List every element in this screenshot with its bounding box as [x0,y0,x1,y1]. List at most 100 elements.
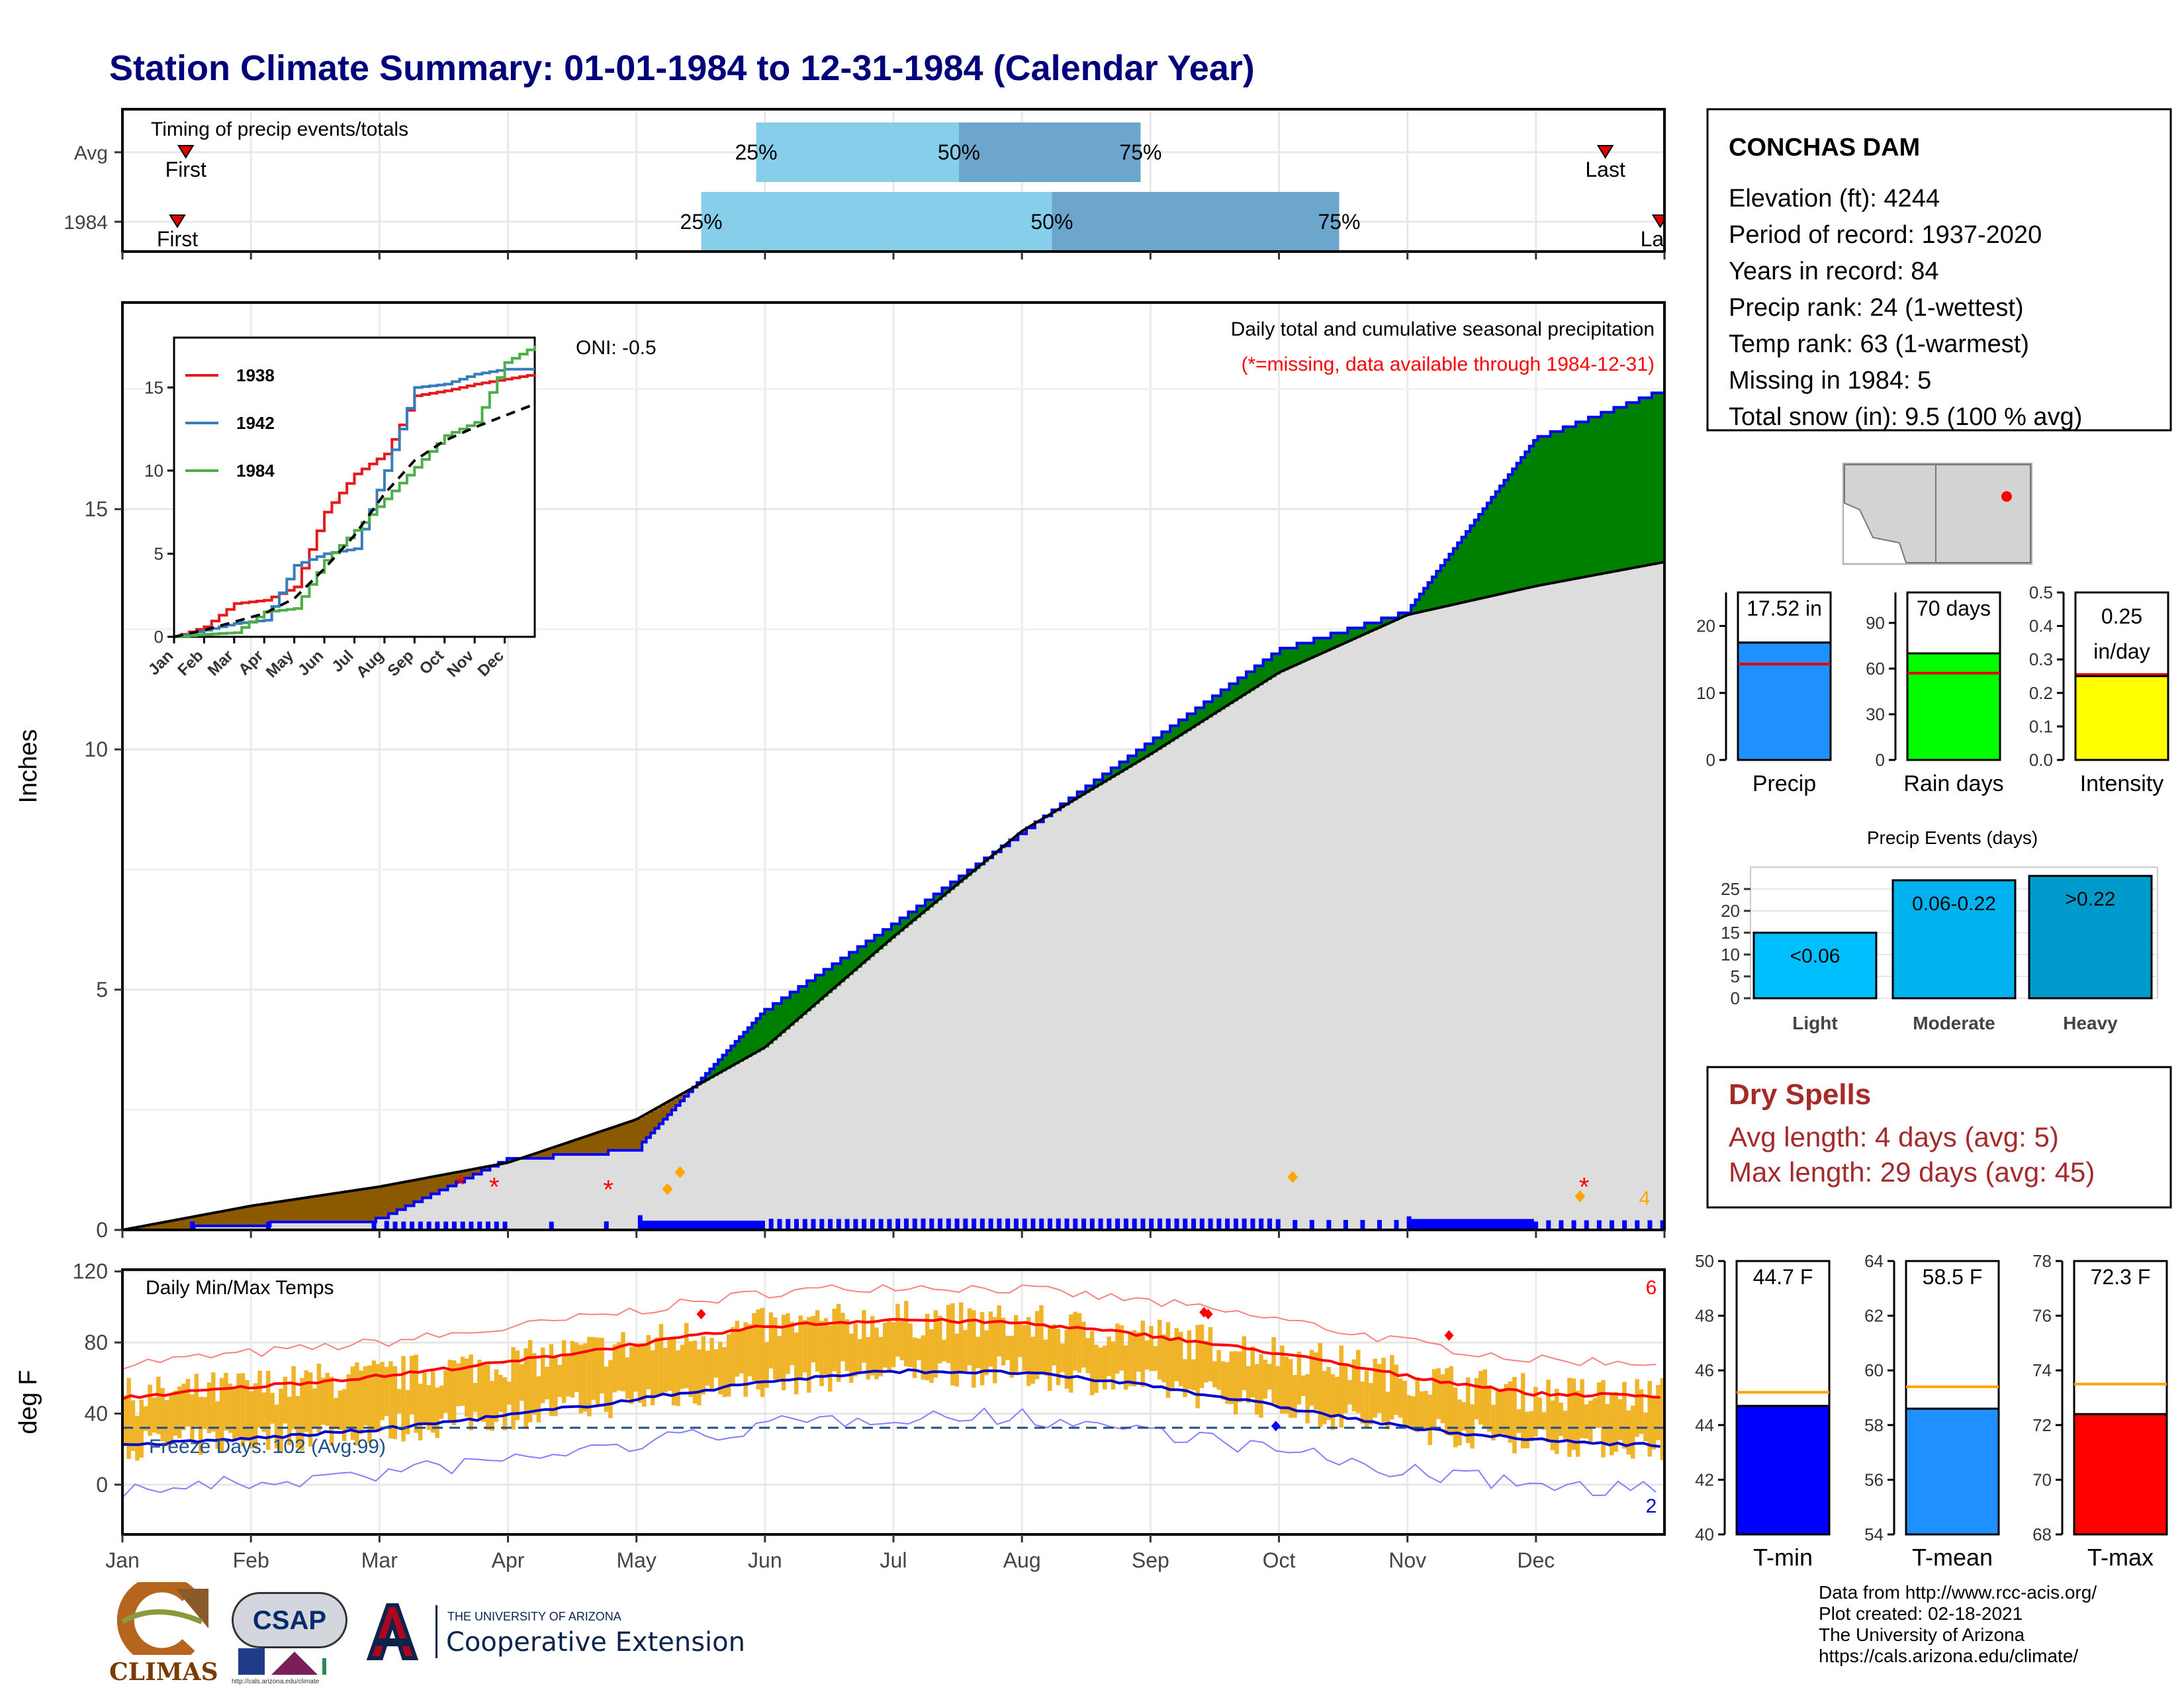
temp-summary-label: T-max [2087,1544,2154,1571]
daily-temp-bar [1043,1339,1048,1376]
daily-temp-bar [1330,1374,1336,1430]
daily-precip-bar [752,1220,757,1230]
summary-tick-label: 0.1 [2029,716,2053,736]
daily-temp-bar [355,1362,359,1446]
wetter-than-avg-fill [1140,749,1146,761]
daily-temp-bar [1081,1321,1086,1368]
daily-precip-bar [1500,1219,1505,1230]
daily-temp-bar [1242,1336,1247,1390]
credit-university: The University of Arizona [1819,1624,2025,1645]
daily-temp-bar [1216,1350,1221,1390]
daily-temp-bar [257,1370,262,1428]
daily-temp-bar [1068,1314,1073,1393]
daily-temp-bar [485,1364,490,1430]
wetter-than-avg-fill [1580,422,1585,578]
daily-precip-bar [1013,1218,1019,1230]
daily-precip-bar [1520,1219,1525,1230]
daily-temp-bar [1364,1370,1369,1428]
wetter-than-avg-fill [1305,643,1310,661]
daily-temp-bar [1635,1379,1639,1437]
drier-than-avg-fill [646,1113,651,1138]
wetter-than-avg-fill [1559,431,1564,582]
wetter-than-avg-fill [1208,702,1213,718]
daily-temp-bar [304,1370,308,1432]
daily-precip-bar [819,1219,825,1230]
daily-temp-bar [1229,1351,1234,1405]
drier-than-avg-fill [621,1124,626,1150]
event-bar-light [1752,931,1878,1000]
daily-temp-bar [1018,1324,1023,1358]
drier-than-avg-fill [680,1095,685,1102]
daily-temp-bar [473,1383,478,1413]
daily-temp-bar [1381,1358,1386,1423]
daily-precip-bar [997,1218,1002,1230]
drier-than-avg-fill [206,1214,212,1226]
drier-than-avg-fill [595,1133,600,1154]
daily-precip-bar [1250,1218,1255,1230]
daily-temp-bar [802,1320,807,1373]
timing-q25-label: 25% [735,140,778,164]
temp-summary-label: T-min [1753,1544,1813,1571]
daily-precip-bar [1048,1218,1052,1230]
daily-precip-bar [735,1220,740,1230]
ua-divider [435,1605,437,1658]
daily-temp-bar [659,1324,664,1394]
wetter-than-avg-fill [1128,755,1133,768]
daily-temp-bar [321,1378,326,1425]
daily-precip-bar [1089,1218,1095,1230]
wetter-than-avg-fill [1170,726,1175,742]
daily-temp-bar [477,1360,482,1421]
wetter-than-avg-fill [1144,743,1150,758]
daily-precip-bar [1267,1218,1272,1230]
wetter-than-avg-fill [1453,548,1458,605]
wetter-than-avg-fill [735,1041,740,1064]
daily-temp-bar [921,1335,925,1380]
daily-temp-bar [1360,1382,1365,1424]
daily-temp-bar [431,1371,435,1433]
daily-precip-bar [954,1218,960,1230]
temp-summary-value-label: 58.5 F [1923,1265,1983,1289]
daily-temp-bar [1128,1331,1132,1386]
events-tick-label: 20 [1721,901,1740,921]
wetter-than-avg-fill [1326,637,1332,651]
daily-precip-bar [760,1220,765,1230]
daily-temp-bar [1406,1395,1412,1426]
wetter-than-avg-fill [836,963,841,986]
daily-temp-bar [1263,1360,1268,1399]
wetter-than-avg-fill [1153,737,1158,753]
credit-url: https://cals.arizona.edu/climate/ [1819,1646,2079,1666]
station-info-line: Period of record: 1937-2020 [1729,221,2042,249]
csap-text: CSAP [252,1606,327,1635]
daily-temp-bar [1486,1385,1492,1432]
wetter-than-avg-fill [1567,426,1572,581]
inset-frame [173,336,536,638]
daily-temp-bar [917,1338,921,1361]
drier-than-avg-fill [367,1188,373,1223]
wetter-than-avg-fill [1605,412,1610,573]
daily-temp-bar [1111,1341,1116,1390]
daily-precip-bar [451,1221,457,1230]
daily-temp-bar [815,1310,820,1372]
wetter-than-avg-fill [1495,491,1500,596]
wetter-than-avg-fill [1571,426,1576,580]
daily-temp-bar [1373,1358,1378,1418]
daily-precip-bar [938,1218,943,1230]
daily-precip-bar [701,1220,706,1230]
daily-temp-bar [1288,1359,1293,1418]
daily-temp-bar [308,1372,313,1447]
temp-summary-value-label: 72.3 F [2091,1265,2151,1289]
daily-temp-bar [443,1370,448,1413]
wetter-than-avg-fill [1610,412,1614,573]
daily-precip-bar [1064,1218,1069,1230]
daily-temp-bar [646,1335,651,1389]
drier-than-avg-fill [329,1194,334,1223]
temp-summary-bar [1735,1405,1831,1536]
summary-value-unit: in/day [2093,639,2150,663]
wetter-than-avg-fill [1500,485,1505,594]
daily-temp-bar [410,1355,414,1415]
drier-than-avg-fill [435,1176,440,1194]
daily-precip-bar [1445,1219,1450,1230]
drier-than-avg-fill [392,1184,398,1214]
daily-temp-bar [329,1376,334,1446]
daily-temp-bar [883,1323,887,1368]
